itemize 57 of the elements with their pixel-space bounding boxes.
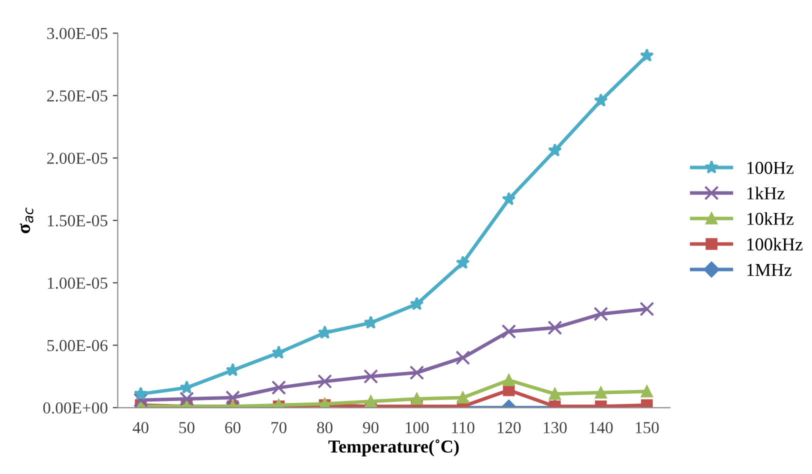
point xyxy=(548,388,561,400)
legend-label: 10kHz xyxy=(747,212,794,225)
point xyxy=(640,302,654,316)
point xyxy=(594,306,608,322)
point xyxy=(502,192,516,206)
point xyxy=(410,365,424,380)
point xyxy=(272,345,286,359)
point xyxy=(594,386,607,399)
point xyxy=(410,392,423,405)
y-tick-label: 1.50E-05 xyxy=(48,215,108,226)
x-tick-label: 50 xyxy=(179,422,194,434)
point xyxy=(640,48,654,62)
x-axis-title: Temperature(˚C) xyxy=(328,439,459,456)
point xyxy=(456,350,470,366)
y-axis-title: σ$_{ac}$ xyxy=(20,208,34,234)
point xyxy=(364,315,378,329)
point xyxy=(548,320,562,336)
y-tick-label: 0.00E+00 xyxy=(43,402,108,414)
legend-label: 100kHz xyxy=(747,238,802,250)
x-tick-label: 60 xyxy=(225,422,240,434)
x-tick-label: 110 xyxy=(452,422,474,434)
point xyxy=(502,324,516,339)
point xyxy=(179,392,194,406)
x-tick-label: 120 xyxy=(498,422,521,434)
point xyxy=(456,392,469,404)
point xyxy=(502,374,515,386)
point xyxy=(456,256,470,269)
x-tick-label: 100 xyxy=(406,422,429,434)
point xyxy=(134,386,148,400)
point xyxy=(364,395,377,408)
point xyxy=(133,392,148,408)
x-tick-label: 70 xyxy=(272,422,286,434)
x-tick-label: 90 xyxy=(363,422,379,434)
point xyxy=(548,143,562,157)
point xyxy=(410,296,424,310)
point xyxy=(640,386,653,398)
point xyxy=(594,93,608,107)
point xyxy=(271,380,286,395)
x-tick-label: 80 xyxy=(317,422,332,434)
y-tick-label: 5.00E-06 xyxy=(47,340,108,352)
legend-label: 1kHz xyxy=(747,186,784,200)
legend-label: 1MHz xyxy=(747,264,792,276)
x-tick-label: 40 xyxy=(132,422,148,434)
point xyxy=(364,369,378,384)
y-tick-label: 2.50E-05 xyxy=(47,90,108,102)
y-tick-label: 3.00E-05 xyxy=(47,28,108,40)
y-tick-label: 1.00E-05 xyxy=(48,278,108,289)
point xyxy=(180,380,194,394)
point xyxy=(318,374,332,389)
x-tick-label: 150 xyxy=(636,422,659,434)
legend-label: 100Hz xyxy=(747,162,794,174)
x-tick-label: 130 xyxy=(544,422,567,434)
y-tick-label: 2.00E-05 xyxy=(47,152,108,164)
point xyxy=(225,390,240,405)
x-tick-label: 140 xyxy=(590,422,613,434)
point xyxy=(318,325,332,339)
point xyxy=(226,362,240,376)
